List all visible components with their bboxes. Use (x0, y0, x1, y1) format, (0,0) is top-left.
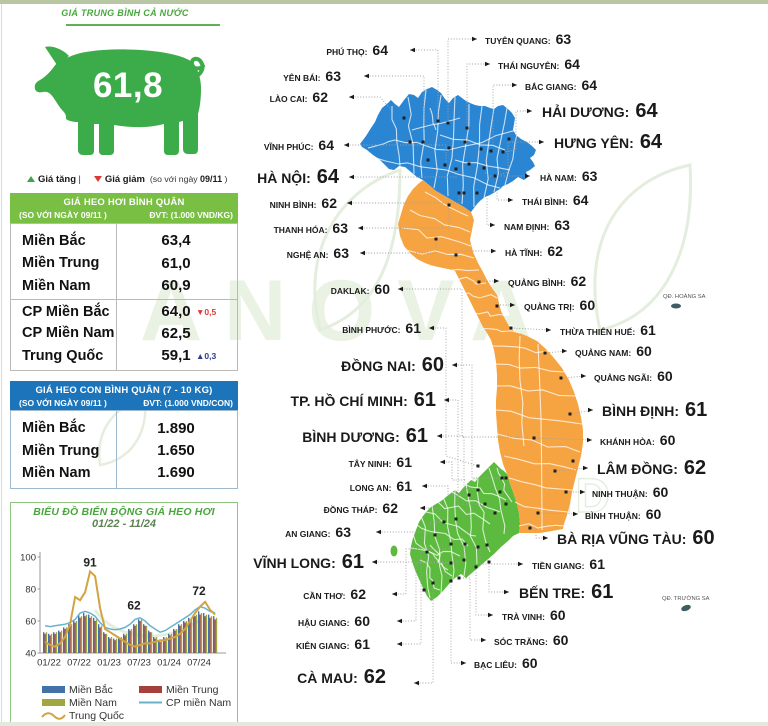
svg-text:62: 62 (127, 599, 141, 613)
svg-text:80: 80 (25, 585, 36, 596)
svg-text:Miền Trung: Miền Trung (166, 684, 219, 696)
svg-text:72: 72 (192, 584, 206, 598)
svg-text:01/23: 01/23 (97, 658, 121, 669)
svg-text:Trung Quốc: Trung Quốc (69, 710, 124, 722)
svg-text:Miền Bắc: Miền Bắc (69, 683, 113, 696)
svg-text:01/24: 01/24 (157, 658, 181, 669)
svg-text:QĐ. TRƯỜNG SA: QĐ. TRƯỜNG SA (662, 595, 710, 602)
svg-text:07/22: 07/22 (67, 658, 91, 669)
svg-text:01/22: 01/22 (37, 658, 61, 669)
svg-text:CP miền Nam: CP miền Nam (166, 697, 231, 709)
svg-text:100: 100 (20, 553, 36, 564)
svg-text:60: 60 (25, 617, 36, 628)
svg-text:40: 40 (25, 649, 36, 660)
svg-text:07/23: 07/23 (127, 658, 151, 669)
svg-text:QĐ. HOÀNG SA: QĐ. HOÀNG SA (663, 293, 706, 300)
svg-text:91: 91 (83, 555, 97, 569)
svg-text:Miền Nam: Miền Nam (69, 697, 117, 709)
svg-text:07/24: 07/24 (187, 658, 211, 669)
